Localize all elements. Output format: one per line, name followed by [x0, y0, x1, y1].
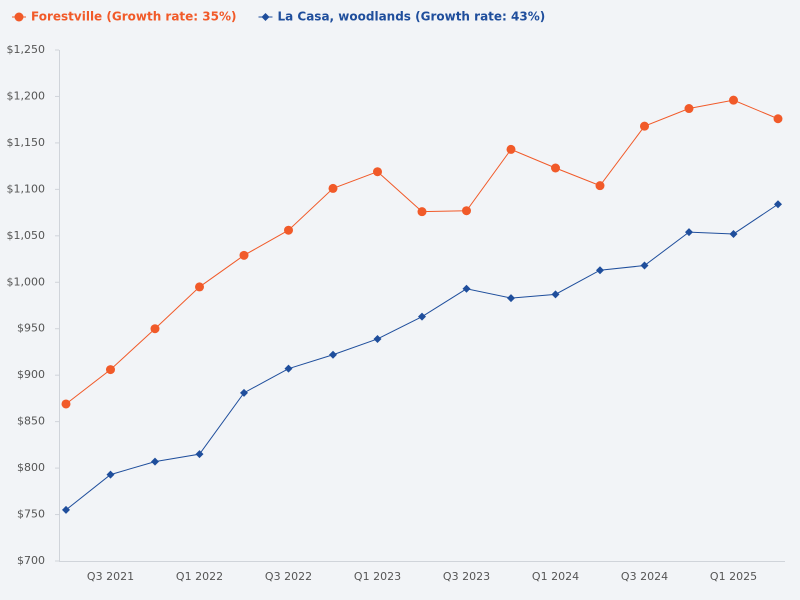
y-tick-label: $700 [17, 554, 45, 567]
point [195, 282, 204, 292]
legend-marker [261, 13, 270, 21]
point [239, 250, 249, 260]
y-tick-label: $1,000 [7, 275, 46, 288]
point [373, 167, 382, 177]
point [61, 399, 71, 409]
legend-label[interactable]: Forestville (Growth rate: 35%) [31, 10, 236, 24]
y-tick-label: $800 [17, 461, 45, 474]
point [195, 450, 204, 459]
point [551, 290, 560, 299]
x-tick-label: Q3 2024 [621, 570, 668, 583]
point [551, 163, 560, 173]
y-tick-label: $900 [17, 368, 45, 381]
x-tick-label: Q3 2023 [443, 570, 490, 583]
x-tick-label: Q1 2023 [354, 570, 401, 583]
y-tick-label: $950 [17, 322, 45, 335]
x-tick-label: Q3 2022 [265, 570, 312, 583]
y-tick-label: $1,150 [7, 136, 46, 149]
point [507, 294, 515, 303]
legend-marker [14, 12, 24, 22]
x-tick-label: Q1 2025 [710, 570, 757, 583]
point [151, 457, 159, 466]
point [284, 225, 293, 235]
point [685, 228, 693, 237]
point [373, 334, 382, 343]
point [418, 312, 426, 321]
point [417, 207, 427, 217]
point [462, 206, 471, 216]
x-tick-label: Q1 2024 [532, 570, 579, 583]
point [106, 470, 115, 479]
x-tick-label: Q1 2022 [176, 570, 223, 583]
y-tick-label: $750 [17, 508, 45, 521]
point [595, 181, 605, 191]
point [284, 364, 293, 373]
point [596, 266, 604, 275]
point [329, 350, 337, 359]
y-tick-label: $850 [17, 415, 45, 428]
x-tick-label: Q3 2021 [87, 570, 134, 583]
point [640, 121, 649, 131]
y-tick-label: $1,050 [7, 229, 46, 242]
point [150, 324, 160, 334]
point [328, 183, 338, 193]
point [729, 95, 738, 105]
point [774, 200, 782, 209]
point [62, 505, 70, 514]
point [729, 229, 738, 238]
point [506, 144, 516, 154]
y-tick-label: $1,100 [7, 182, 46, 195]
y-tick-label: $1,200 [7, 89, 46, 102]
point [240, 388, 248, 397]
point [684, 104, 694, 114]
point [106, 365, 115, 375]
y-tick-label: $1,250 [7, 43, 46, 56]
legend-label[interactable]: La Casa, woodlands (Growth rate: 43%) [277, 10, 545, 24]
point [640, 261, 649, 270]
point [462, 284, 471, 293]
point [773, 114, 783, 124]
